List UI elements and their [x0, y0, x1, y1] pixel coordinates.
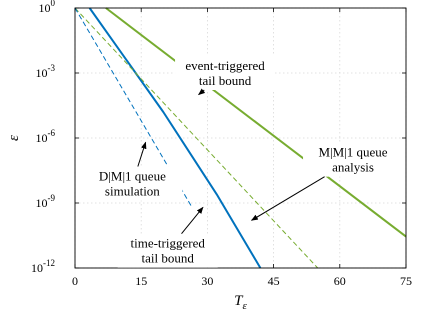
annotation-label: simulation	[105, 184, 160, 199]
y-axis-label: ε	[6, 135, 22, 141]
annotation-backdrop	[82, 166, 183, 201]
annotation-label: M|M|1 queue	[318, 145, 387, 160]
x-tick-label: 60	[334, 274, 346, 288]
annotation-label: D|M|1 queue	[99, 169, 166, 184]
annotation-arrow	[181, 206, 204, 234]
annotation-backdrop	[303, 142, 404, 177]
x-tick-label: 45	[268, 274, 280, 288]
annotation-backdrop	[117, 233, 218, 268]
series-line-mm1-analysis	[74, 7, 319, 269]
y-tick-label: 10-6	[36, 128, 56, 145]
y-tick-label: 100	[39, 0, 56, 15]
x-tick-label: 75	[400, 274, 412, 288]
x-tick-label: 0	[72, 274, 78, 288]
annotation-label: time-triggered	[131, 236, 206, 251]
x-tick-label: 30	[201, 274, 213, 288]
y-tick-label: 10-9	[36, 193, 56, 210]
x-axis-label: Tε	[234, 293, 247, 312]
series-group	[74, 7, 407, 269]
series-line-time-bound	[88, 7, 262, 269]
annotation-arrow	[250, 176, 325, 221]
y-tick-label: 10-3	[36, 63, 56, 80]
annotation-label: analysis	[332, 160, 374, 175]
annotation-label: event-triggered	[185, 58, 265, 73]
annotation-arrow	[198, 88, 206, 96]
annotation-label: tail bound	[199, 73, 252, 88]
grid	[74, 7, 407, 269]
series-line-event-bound	[105, 7, 407, 238]
annotation-arrow	[137, 141, 147, 167]
y-tick-label: 10-12	[31, 258, 55, 275]
annotation-label: tail bound	[142, 251, 195, 266]
ticks-group: 0 15 30 45 60 75 100 10-3 10-6 10-9 10-12	[31, 0, 412, 288]
annotation-backdrop	[175, 56, 276, 90]
x-tick-label: 15	[135, 274, 147, 288]
